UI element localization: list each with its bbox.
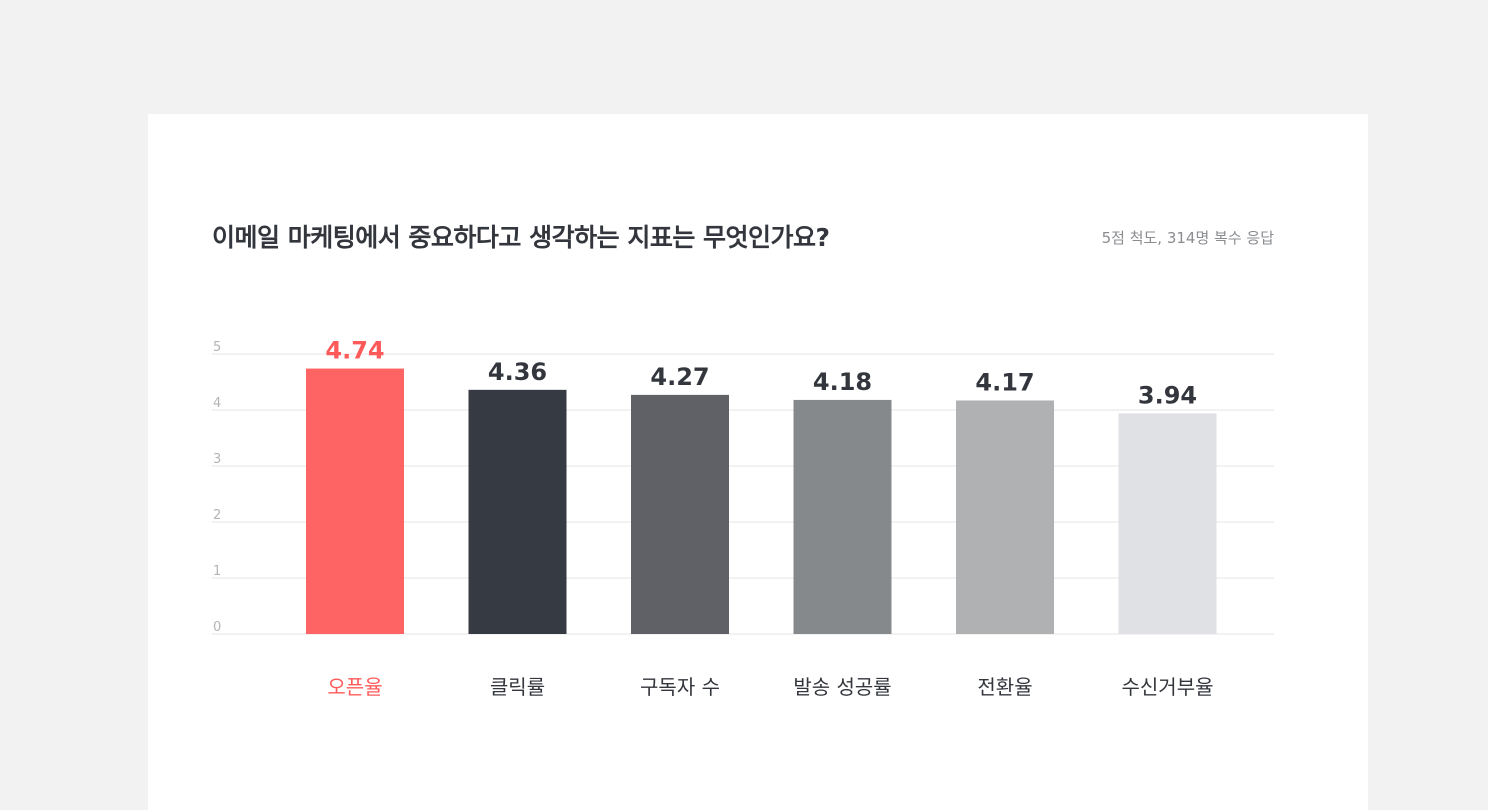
- y-axis-ticks: 0 1 2 3 4 5: [213, 340, 221, 635]
- category-label: 발송 성공률: [793, 675, 891, 699]
- y-tick-label: 3: [213, 452, 221, 467]
- y-tick-label: 0: [213, 620, 221, 635]
- y-tick-label: 4: [213, 396, 221, 411]
- y-tick-label: 2: [213, 508, 221, 523]
- value-label: 4.27: [650, 363, 709, 391]
- bar: [793, 399, 892, 634]
- bar: [1118, 413, 1217, 634]
- bars: [306, 368, 1217, 634]
- value-label: 4.18: [813, 368, 872, 396]
- bar: [306, 368, 404, 634]
- value-label: 4.36: [488, 358, 547, 386]
- category-labels: 오픈율 클릭률 구독자 수 발송 성공률 전환율 수신거부율: [327, 675, 1213, 699]
- bar: [956, 400, 1054, 634]
- y-tick-label: 1: [213, 564, 221, 579]
- category-label: 전환율: [977, 675, 1032, 699]
- value-labels: 4.74 4.36 4.27 4.18 4.17 3.94: [325, 337, 1197, 410]
- chart-title: 이메일 마케팅에서 중요하다고 생각하는 지표는 무엇인가요?: [212, 223, 830, 252]
- value-label: 4.74: [325, 337, 384, 365]
- value-label: 4.17: [975, 368, 1034, 396]
- value-label: 3.94: [1138, 381, 1197, 409]
- category-label: 오픈율: [327, 675, 382, 699]
- category-label: 클릭률: [490, 675, 545, 699]
- category-label: 수신거부율: [1122, 675, 1214, 699]
- chart-subtitle: 5점 척도, 314명 복수 응답: [1101, 229, 1274, 247]
- y-tick-label: 5: [213, 340, 221, 355]
- bar: [468, 389, 567, 634]
- bar: [631, 394, 729, 634]
- category-label: 구독자 수: [640, 675, 720, 699]
